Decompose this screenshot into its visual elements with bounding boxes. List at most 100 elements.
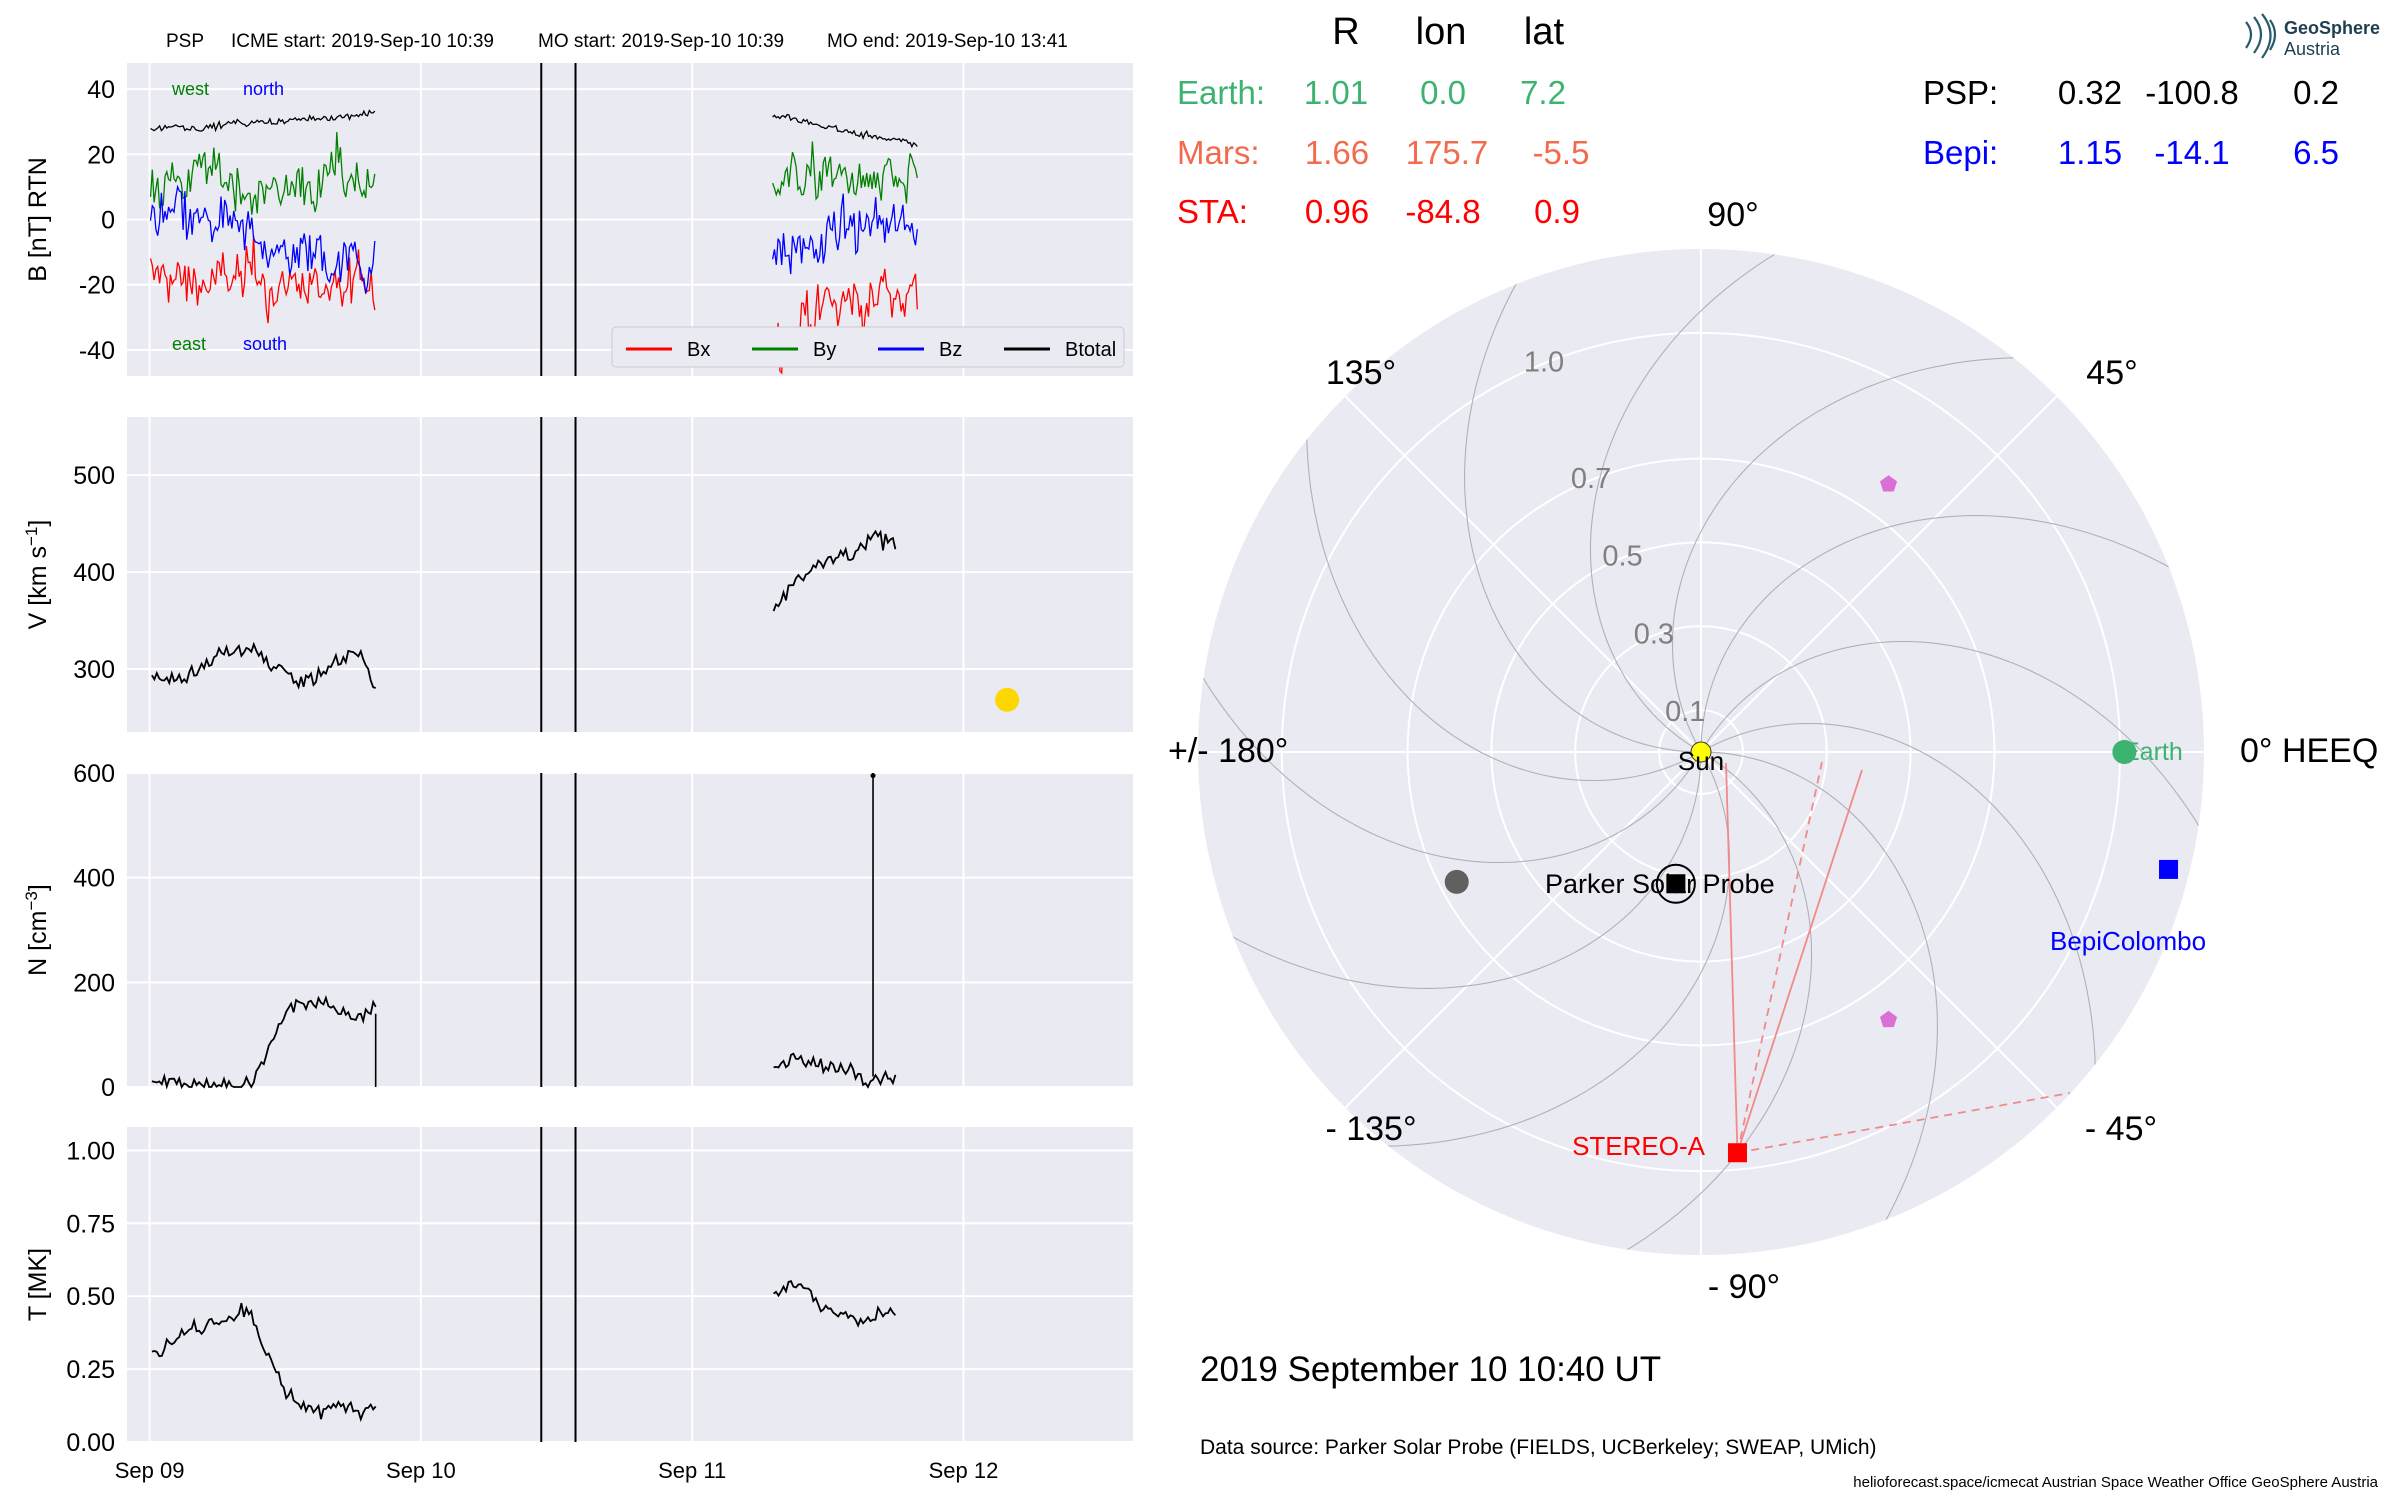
unlabeled-marker (1444, 869, 1469, 894)
unlabeled-marker (1880, 475, 1898, 492)
parker-solar-probe-marker (1666, 874, 1686, 894)
y-tick-label: 0 (101, 1074, 115, 1102)
position-lat: 7.2 (1520, 74, 1566, 111)
position-row-earth: Earth: 1.01 0.0 7.2 (1177, 74, 1566, 111)
y-axis-label-tail: ] (24, 884, 52, 891)
y-tick-label: 20 (87, 141, 115, 169)
parker-spiral-line (1598, 751, 1813, 1255)
radial-tick-label: 0.3 (1634, 618, 1674, 650)
y-axis-label-superscript: −1 (22, 527, 41, 546)
position-row-psp: PSP: 0.32 -100.8 0.2 (1923, 74, 2339, 111)
parker-spiral-line (1198, 649, 1702, 864)
y-tick-label: 0.00 (66, 1429, 115, 1457)
y-tick-label: 400 (73, 559, 115, 587)
position-lon: 0.0 (1420, 74, 1466, 111)
y-axis-label: B [nT] RTN (24, 157, 52, 282)
y-tick-label: 40 (87, 76, 115, 104)
logo-line-1: GeoSphere (2284, 18, 2380, 38)
y-axis-label-superscript: −3 (22, 891, 41, 910)
position-table: R lon lat Earth: 1.01 0.0 7.2 Mars: 1.66… (1177, 11, 2339, 230)
y-tick-label: 400 (73, 865, 115, 893)
panel-magnetic-field: -40 -20 0 20 40 B [nT] RTN west north east south B… (24, 63, 1133, 376)
stereo-a-fov-line (1736, 769, 1863, 1154)
object-label: Sun (1678, 746, 1724, 776)
credits: helioforecast.space/icmecat Austrian Spa… (1853, 1474, 2378, 1491)
position-name: Earth: (1177, 74, 1265, 111)
legend-label: Bx (687, 339, 710, 361)
angle-label: 135° (1326, 354, 1396, 392)
object-label: Parker Solar Probe (1545, 869, 1775, 899)
sun-marker (1690, 741, 1712, 763)
angle-label: - 90° (1708, 1268, 1780, 1306)
angle-label: - 135° (1325, 1110, 1416, 1148)
legend-label: Btotal (1065, 339, 1116, 361)
mars-marker (995, 687, 1020, 712)
y-tick-label: -20 (79, 272, 115, 300)
x-tick-label: Sep 09 (115, 1458, 185, 1483)
position-name: PSP: (1923, 74, 1998, 111)
y-tick-label: -40 (79, 337, 115, 365)
y-axis-label: T [MK] (24, 1248, 52, 1321)
time-series-panels: -40 -20 0 20 40 B [nT] RTN west north east south B… (22, 63, 1133, 1483)
position-lon: 175.7 (1406, 134, 1489, 171)
earth-marker (2112, 740, 2137, 764)
panel-background (127, 417, 1133, 732)
angle-label: +/- 180° (1168, 732, 1288, 770)
col-header-r: R (1332, 11, 1359, 53)
parker-spiral-line (1700, 640, 2204, 855)
x-tick-label: Sep 12 (929, 1458, 999, 1483)
parker-spiral-line (1671, 357, 2047, 753)
series-bz (149, 184, 918, 294)
angle-label: 45° (2086, 354, 2137, 392)
stereo-a-fov-line (1725, 762, 1739, 1153)
stereo-a-fov-line (1737, 1092, 2071, 1154)
panel-background (127, 773, 1133, 1087)
parker-spirals (1198, 249, 2204, 1255)
parker-spiral-line (1464, 255, 1702, 753)
parker-spiral-line (1306, 406, 1702, 782)
position-lat: -5.5 (1533, 134, 1590, 171)
y-tick-label: 600 (73, 760, 115, 788)
timestamp: 2019 September 10 10:40 UT (1200, 1350, 1661, 1389)
parker-spiral-line (1700, 722, 2096, 1098)
position-r: 1.66 (1305, 134, 1369, 171)
y-tick-label: 200 (73, 969, 115, 997)
parker-spiral-line (1700, 751, 1938, 1249)
position-name: STA: (1177, 193, 1248, 230)
position-r: 0.32 (2058, 74, 2122, 111)
object-label: BepiColombo (2050, 926, 2206, 956)
legend-label: Bz (939, 339, 962, 361)
panel-speed: 300 400 500 V [km s−1] (22, 417, 1133, 732)
stereo-a-marker (1727, 1143, 1747, 1163)
polar-spoke (1700, 751, 2058, 1109)
series-by (149, 131, 918, 215)
logo-line-2: Austria (2284, 39, 2341, 59)
polar-spoke (1344, 395, 1702, 753)
legend-box (611, 326, 1125, 368)
parker-spiral-line (1204, 751, 1702, 989)
position-lat: 0.9 (1534, 193, 1580, 230)
position-row-mars: Mars: 1.66 175.7 -5.5 (1177, 134, 1589, 171)
mo-start-label: MO start: 2019-Sep-10 10:39 (538, 31, 784, 52)
position-lon: -84.8 (1405, 193, 1480, 230)
panel-background (127, 1127, 1133, 1442)
polar-spoke (1344, 751, 1702, 1109)
radial-tick-label: 0.1 (1665, 696, 1705, 728)
y-tick-label: 0 (101, 207, 115, 235)
position-r: 0.96 (1305, 193, 1369, 230)
angle-label: - 45° (2085, 1110, 2157, 1148)
angle-label: 0° HEEQ (2240, 732, 2378, 770)
y-tick-label: 1.00 (66, 1137, 115, 1165)
series-v (151, 529, 897, 690)
unlabeled-marker (1880, 1010, 1898, 1028)
psp-ring (1655, 863, 1696, 904)
y-tick-label: 500 (73, 462, 115, 490)
col-header-lon: lon (1416, 11, 1467, 53)
annotation-west: west (171, 79, 209, 99)
position-name: Bepi: (1923, 134, 1998, 171)
position-name: Mars: (1177, 134, 1260, 171)
y-axis-label: N [cm−3] (22, 884, 52, 976)
data-source: Data source: Parker Solar Probe (FIELDS,… (1200, 1436, 1877, 1459)
x-tick-label: Sep 10 (386, 1458, 456, 1483)
